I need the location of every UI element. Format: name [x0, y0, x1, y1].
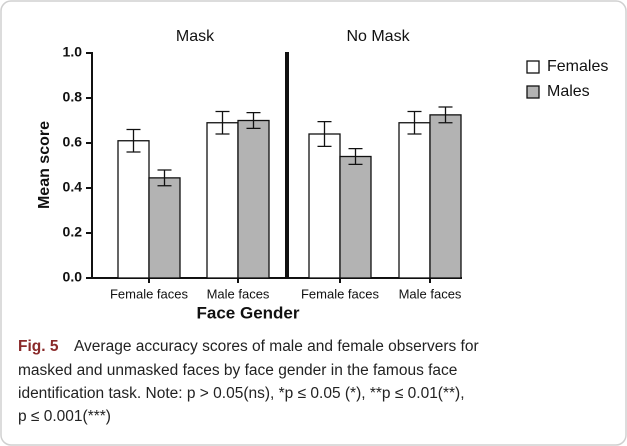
bar — [117, 140, 150, 279]
legend-label: Males — [547, 83, 590, 100]
x-axis-label: Face Gender — [197, 303, 300, 322]
panel-title: Mask — [176, 28, 215, 45]
caption-line: masked and unmasked faces by face gender… — [18, 362, 457, 379]
y-axis-label: Mean score — [36, 121, 53, 209]
error-bar — [407, 110, 422, 135]
legend-label: Females — [547, 58, 608, 75]
bar — [206, 122, 239, 279]
y-tick-label: 0.4 — [63, 179, 83, 195]
caption-line: identification task. Note: p > 0.05(ns),… — [18, 385, 465, 402]
y-tick-label: 0.8 — [63, 89, 83, 105]
legend-swatch — [526, 60, 540, 74]
bar — [148, 177, 181, 279]
y-tick-label: 0.0 — [63, 269, 83, 285]
bar — [398, 122, 431, 279]
error-bar — [438, 106, 453, 124]
caption-line: p ≤ 0.001(***) — [18, 408, 111, 425]
x-tick-label: Female faces — [110, 286, 189, 301]
caption-line: Average accuracy scores of male and fema… — [74, 338, 479, 355]
y-tick-label: 0.2 — [63, 224, 83, 240]
caption-label: Fig. 5 — [18, 338, 59, 355]
panel-title: No Mask — [346, 28, 410, 45]
error-bar — [126, 128, 141, 153]
error-bar — [157, 169, 172, 187]
error-bar — [317, 120, 332, 148]
y-tick-label: 0.6 — [63, 134, 83, 150]
error-bar — [246, 111, 261, 130]
x-tick-label: Male faces — [207, 286, 270, 301]
x-tick-label: Female faces — [301, 286, 380, 301]
legend-swatch — [526, 85, 540, 99]
error-bar — [348, 147, 363, 166]
y-tick-label: 1.0 — [63, 44, 83, 60]
error-bar — [215, 110, 230, 135]
bar — [237, 119, 270, 279]
bar — [308, 133, 341, 279]
bar — [339, 155, 372, 279]
bar — [429, 114, 462, 279]
x-tick-label: Male faces — [399, 286, 462, 301]
